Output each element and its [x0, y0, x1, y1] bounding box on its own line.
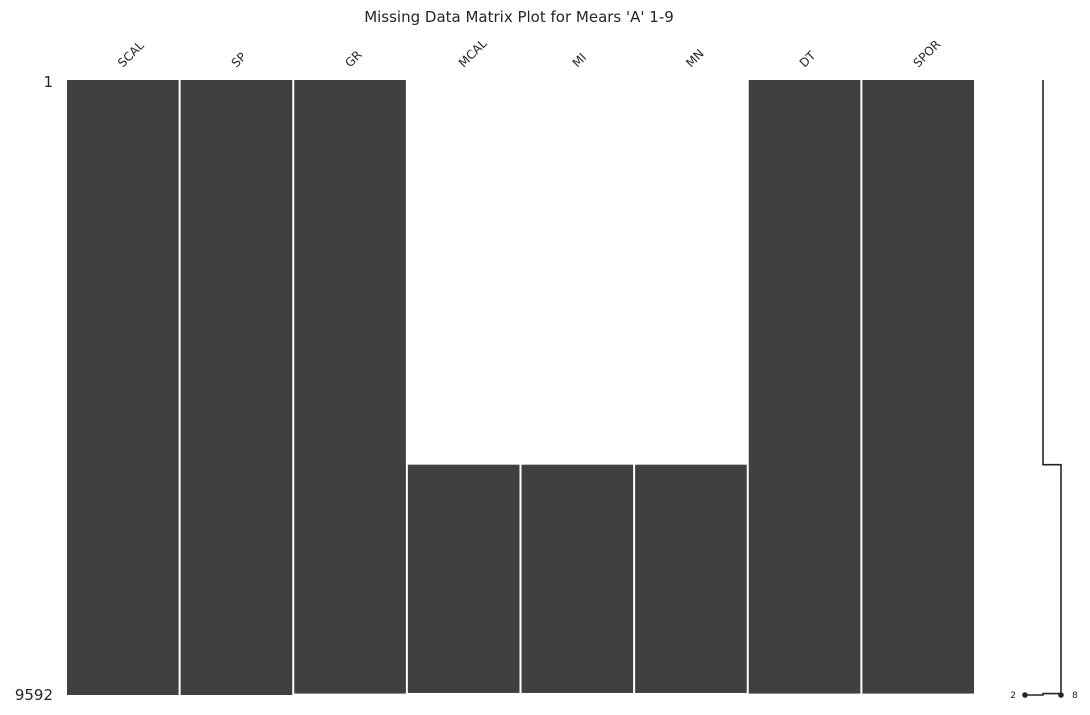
column-labels: SCAL SP GR MCAL MI MN DT SPOR [115, 36, 943, 70]
sparkline-max-dot [1058, 692, 1064, 698]
sparkline-min-label: 2 [1010, 691, 1016, 701]
column-label-mn: MN [683, 47, 707, 71]
sparkline-min-dot [1022, 692, 1028, 698]
column-label-scal: SCAL [115, 38, 147, 70]
present-block-scal [67, 80, 179, 695]
column-label-sp: SP [229, 50, 249, 70]
present-block-sp [180, 80, 293, 695]
column-label-spor: SPOR [910, 37, 943, 70]
present-block-spor [862, 80, 974, 694]
present-block-gr [294, 80, 406, 694]
present-block-mcal [407, 464, 520, 693]
present-block-mi [521, 464, 634, 693]
column-label-mi: MI [570, 50, 590, 70]
sparkline-max-label: 8 [1072, 691, 1078, 701]
present-block-dt [748, 80, 861, 694]
column-label-gr: GR [342, 48, 364, 70]
sparkline-path [1025, 80, 1062, 696]
row-label-top: 1 [43, 73, 53, 91]
matrix-area [67, 80, 974, 695]
chart-title: Missing Data Matrix Plot for Mears 'A' 1… [364, 8, 674, 26]
column-label-dt: DT [797, 48, 819, 70]
present-block-mn [635, 464, 747, 693]
row-label-bottom: 9592 [15, 686, 53, 704]
column-label-mcal: MCAL [456, 36, 490, 70]
